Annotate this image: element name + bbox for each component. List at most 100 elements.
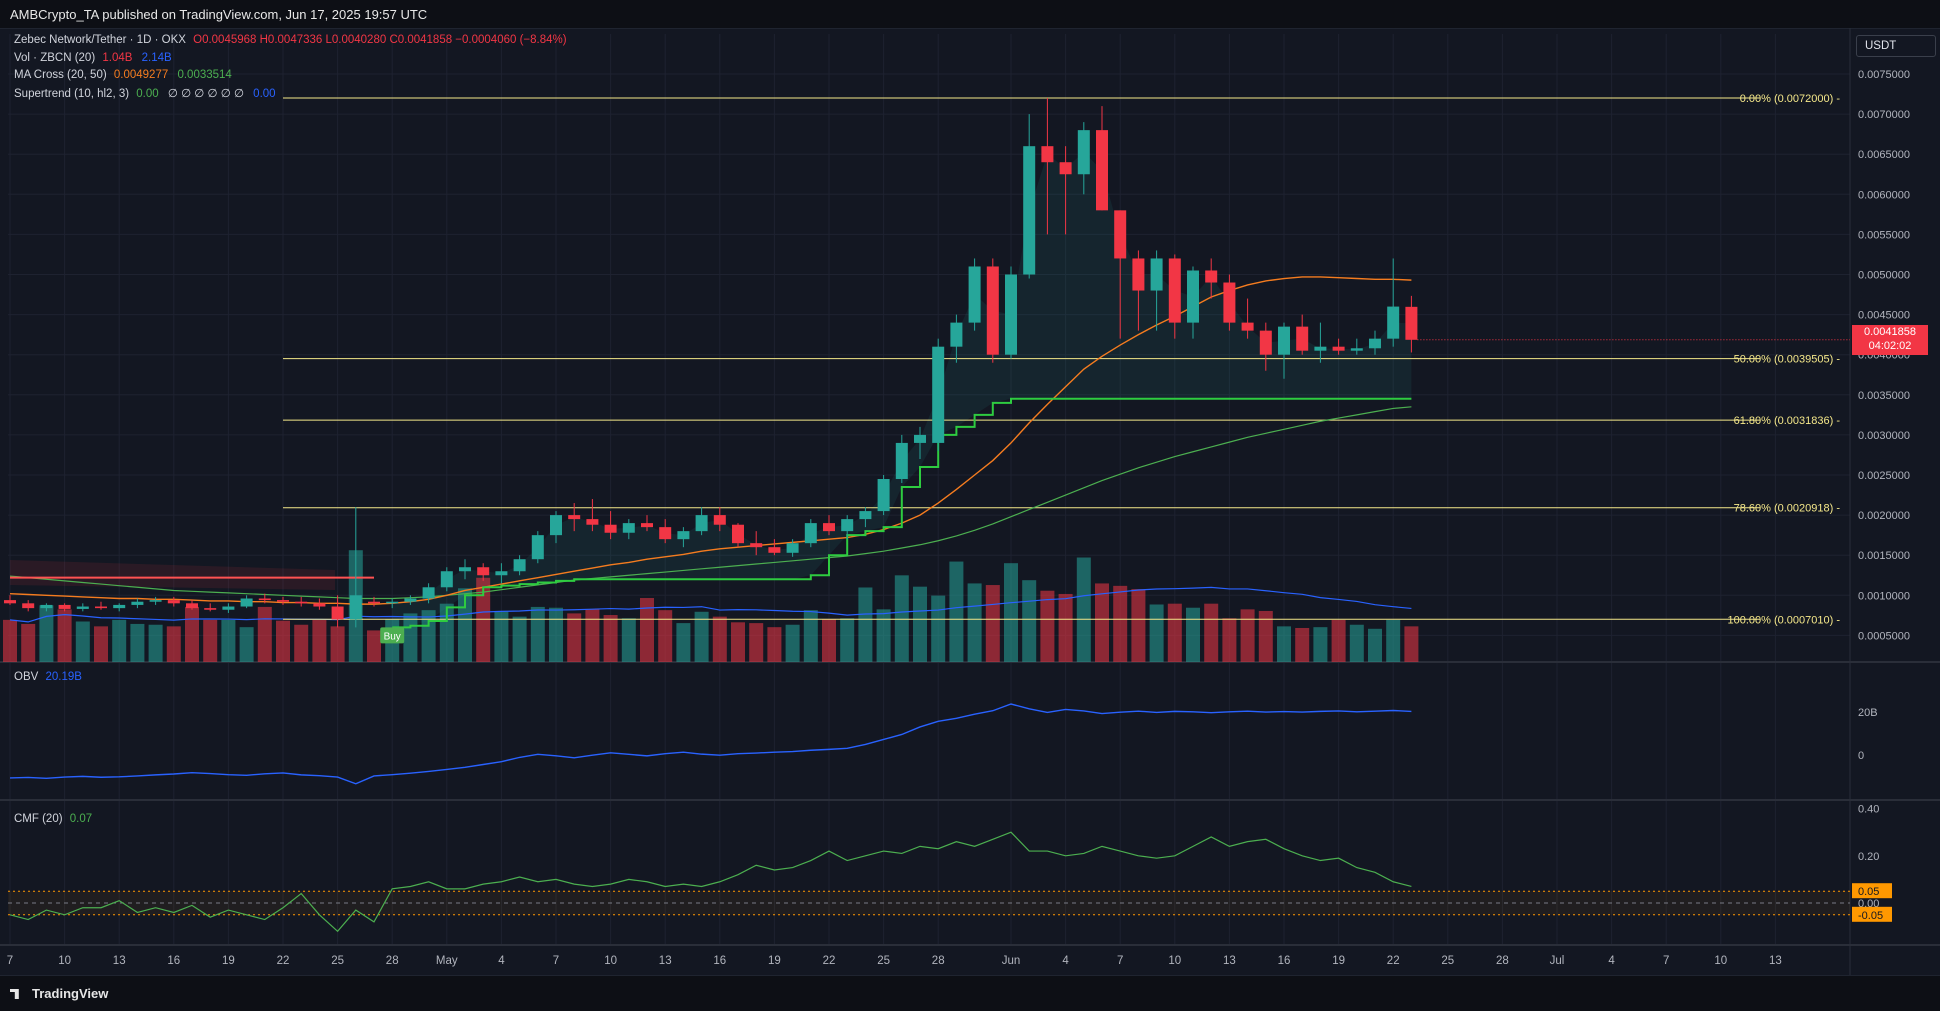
volume-bar: [367, 630, 381, 662]
ma-label[interactable]: MA Cross (20, 50): [14, 69, 107, 81]
candle-body: [1314, 346, 1327, 351]
obv-label[interactable]: OBV: [14, 671, 39, 683]
volume-bar: [749, 623, 764, 662]
price-tick-label: 0.0020000: [1858, 510, 1910, 522]
time-tick-label: 4: [1608, 955, 1615, 967]
volume-bar: [130, 623, 145, 662]
cmf-tick-label: 0.20: [1858, 851, 1879, 863]
price-tick-label: 0.0010000: [1858, 590, 1910, 602]
volume-bar: [3, 619, 17, 662]
candle-body: [695, 515, 708, 532]
volume-bar: [75, 621, 90, 662]
candle-body: [823, 523, 835, 532]
ma-slow-value: 0.0033514: [177, 69, 232, 81]
obv-value: 20.19B: [45, 671, 82, 683]
ohlc-values: O0.0045968 H0.0047336 L0.0040280 C0.0041…: [193, 34, 567, 46]
candle-body: [877, 479, 890, 512]
fib-level-label: 0.00% (0.0072000) -: [1740, 93, 1841, 105]
legend-cmf-row: CMF (20) 0.07: [14, 813, 98, 825]
cmf-label[interactable]: CMF (20): [14, 813, 63, 825]
last-price-value: 0.0041858: [1864, 326, 1916, 338]
candle-body: [604, 524, 617, 533]
candle-body: [222, 606, 235, 610]
time-tick-label: 7: [1117, 955, 1123, 967]
time-tick-label: Jul: [1550, 955, 1565, 967]
fib-level-label: 100.00% (0.0007010) -: [1727, 614, 1840, 626]
candle-body: [40, 604, 53, 609]
volume-bar: [1240, 609, 1255, 662]
price-axis[interactable]: 0.0075000 0.0070000 0.0065000 0.0060000 0.00…: [1858, 69, 1910, 642]
time-tick-label: 22: [277, 955, 290, 967]
candle-body: [277, 600, 289, 602]
published-bar: AMBCrypto_TA published on TradingView.co…: [0, 0, 1940, 29]
time-tick-label: 22: [1387, 955, 1400, 967]
volume-bar: [476, 577, 491, 662]
volume-bar: [567, 613, 582, 662]
volume-bar: [112, 619, 127, 662]
cmf-tick-label: -0.05: [1858, 910, 1883, 922]
volume-bar: [530, 606, 545, 662]
candle-body: [1205, 270, 1218, 283]
candle-body: [622, 523, 635, 533]
currency-button[interactable]: USDT: [1856, 35, 1936, 57]
candle-body: [1296, 326, 1309, 351]
time-tick-label: 10: [1168, 955, 1181, 967]
volume-bar: [403, 613, 418, 662]
volume-bar: [294, 624, 309, 662]
volume-bar: [1095, 583, 1109, 662]
volume-bar: [512, 616, 527, 662]
volume-bar: [894, 575, 909, 662]
candle-body: [1096, 130, 1108, 211]
time-tick-label: 13: [1223, 955, 1236, 967]
volume-bars: [3, 550, 1419, 662]
symbol-name[interactable]: Zebec Network/Tether · 1D · OKX: [14, 34, 186, 46]
supertrend-empty-values: ∅ ∅ ∅ ∅ ∅ ∅: [167, 88, 244, 100]
price-tick-label: 0.0030000: [1858, 430, 1910, 442]
volume-bar: [1113, 585, 1128, 662]
candle-body: [404, 598, 417, 602]
chart-area[interactable]: 0.00% (0.0072000) - 50.00% (0.0039505) - 6…: [0, 28, 1940, 975]
volume-bar: [1131, 589, 1146, 662]
supertrend-label[interactable]: Supertrend (10, hl2, 3): [14, 88, 130, 100]
obv-tick-label: 20B: [1858, 707, 1878, 719]
candle-body: [240, 598, 253, 607]
candle-body: [550, 515, 562, 536]
candle-body: [1405, 306, 1418, 340]
tradingview-logo-icon: [10, 989, 19, 999]
legend-obv-row: OBV 20.19B: [14, 671, 88, 683]
candle-body: [932, 346, 945, 443]
candle-body: [313, 603, 326, 607]
volume-bar: [1349, 624, 1364, 662]
volume-bar: [1204, 603, 1219, 662]
price-tick-label: 0.0060000: [1858, 189, 1910, 201]
candle-body: [386, 601, 399, 604]
tradingview-logo[interactable]: TradingView: [10, 986, 108, 1001]
volume-bar: [1386, 619, 1401, 662]
volume-bar: [21, 623, 36, 662]
volume-bar: [39, 605, 54, 662]
volume-bar: [658, 610, 673, 662]
legend-volume-row: Vol · ZBCN (20) 1.04B 2.14B: [14, 52, 178, 64]
volume-bar: [494, 610, 509, 662]
obv-tick-label: 0: [1858, 750, 1864, 762]
volume-bar: [712, 616, 727, 662]
candle-body: [131, 601, 144, 605]
obv-pane: 20B 0: [9, 703, 1878, 785]
downtrend-area: [10, 560, 335, 590]
candle-body: [950, 322, 963, 347]
candle-body: [841, 519, 854, 532]
candle-body: [1150, 258, 1163, 291]
volume-bar: [1040, 590, 1055, 662]
candle-body: [295, 601, 308, 604]
time-axis[interactable]: 7 10 13 16 19 22 25 28 May 4 7 10 13 16 19 22 25 28 Jun 4 7 1…: [7, 955, 1782, 967]
volume-label[interactable]: Vol · ZBCN (20): [14, 52, 96, 64]
time-tick-label: 13: [659, 955, 672, 967]
candle-body: [786, 543, 799, 553]
volume-bar: [1076, 557, 1091, 662]
fib-retracement: 0.00% (0.0072000) - 50.00% (0.0039505) - 6…: [283, 93, 1840, 626]
published-text: AMBCrypto_TA published on TradingView.co…: [10, 7, 428, 22]
candle-body: [422, 587, 435, 599]
time-tick-label: 16: [1278, 955, 1291, 967]
volume-bar: [949, 561, 964, 662]
time-tick-label: 19: [222, 955, 235, 967]
